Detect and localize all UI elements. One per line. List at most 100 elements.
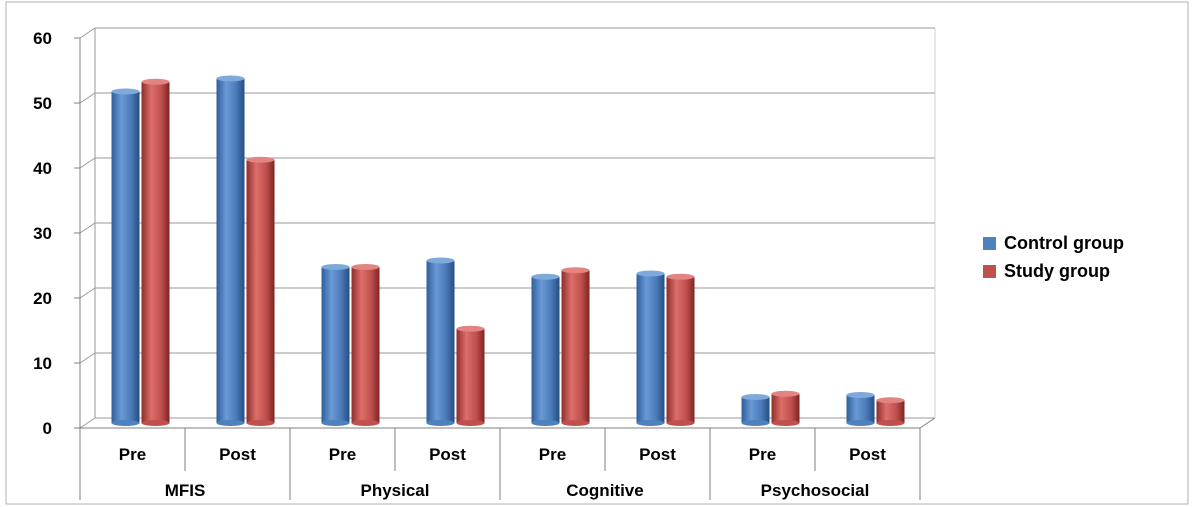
bar-top — [321, 264, 350, 270]
x-axis: Pre Post Pre Post Pre Post Pre Post MFIS Physical… — [79, 428, 921, 500]
chart-border — [5, 1, 1189, 505]
bar-base — [666, 420, 695, 426]
bar-base — [216, 420, 245, 426]
legend-label-control: Control group — [1004, 233, 1124, 253]
bar-top — [531, 273, 560, 280]
bar-body — [741, 397, 770, 423]
bar-body — [666, 276, 695, 423]
bar-top — [846, 392, 875, 399]
bar-control — [321, 264, 350, 426]
bar-control — [636, 270, 665, 426]
bar-top — [246, 156, 275, 163]
bar-base — [771, 420, 800, 426]
y-tick-label: 20 — [33, 289, 52, 308]
bar-top — [636, 270, 665, 277]
x-tick-label: Post — [639, 445, 676, 464]
bar-control — [426, 257, 455, 426]
y-axis: 0 10 20 30 40 50 60 — [33, 28, 96, 438]
bar-body — [351, 267, 380, 423]
x-group-label: Physical — [361, 481, 430, 500]
y-tick-label: 60 — [33, 29, 52, 48]
bar-body — [141, 81, 170, 423]
x-group-label: Psychosocial — [761, 481, 870, 500]
gridline-side — [79, 222, 96, 234]
bars — [111, 75, 905, 426]
bar-base — [351, 420, 380, 426]
bar-base — [636, 420, 665, 426]
bar-base — [876, 420, 905, 426]
gridline-side — [79, 352, 96, 364]
bar-body — [246, 159, 275, 423]
bar-top — [141, 78, 170, 85]
bar-base — [141, 420, 170, 426]
bar-control — [111, 88, 140, 426]
bar-top — [216, 75, 245, 82]
x-tick-label: Post — [429, 445, 466, 464]
bar-top — [771, 390, 800, 397]
x-group-label: MFIS — [165, 481, 206, 500]
bar-top — [426, 257, 455, 264]
bar-body — [321, 267, 350, 423]
bar-study — [141, 78, 170, 426]
bar-base — [741, 420, 770, 426]
bar-study — [456, 325, 485, 426]
bar-base — [111, 420, 140, 426]
bar-control — [741, 394, 770, 426]
bar-study — [876, 397, 905, 426]
legend-swatch-control — [983, 237, 996, 250]
bar-top — [876, 397, 905, 404]
gridline-side — [79, 27, 96, 39]
legend-label-study: Study group — [1004, 261, 1110, 281]
x-tick-label: Pre — [119, 445, 146, 464]
gridline-side — [79, 157, 96, 169]
x-tick-label: Post — [849, 445, 886, 464]
legend-swatch-study — [983, 265, 996, 278]
bar-top — [741, 394, 770, 400]
bar-body — [426, 260, 455, 423]
bar-base — [531, 420, 560, 426]
bar-base — [561, 420, 590, 426]
gridline-side — [79, 92, 96, 104]
y-tick-label: 40 — [33, 159, 52, 178]
bar-body — [846, 395, 875, 423]
bar-base — [246, 420, 275, 426]
x-group-label: Cognitive — [566, 481, 643, 500]
bar-body — [771, 393, 800, 423]
bar-base — [426, 420, 455, 426]
bar-study — [771, 390, 800, 426]
bar-study — [351, 264, 380, 426]
bar-study — [246, 156, 275, 426]
bar-study — [561, 267, 590, 426]
legend: Control group Study group — [983, 233, 1124, 281]
bar-body — [561, 270, 590, 423]
bar-control — [846, 392, 875, 426]
x-tick-label: Pre — [749, 445, 776, 464]
bar-base — [321, 420, 350, 426]
gridline-side — [79, 417, 96, 429]
bar-base — [456, 420, 485, 426]
grid-lines — [79, 27, 936, 429]
bar-body — [456, 328, 485, 423]
gridline-side — [79, 287, 96, 299]
y-tick-label: 10 — [33, 354, 52, 373]
bar-top — [111, 88, 140, 95]
x-tick-label: Pre — [329, 445, 356, 464]
floor-right-edge — [919, 417, 936, 429]
bar-body — [111, 91, 140, 423]
bar-top — [666, 273, 695, 280]
bar-body — [216, 78, 245, 423]
bar-study — [666, 273, 695, 426]
x-tick-label: Post — [219, 445, 256, 464]
bar-base — [846, 420, 875, 426]
bar-control — [216, 75, 245, 426]
bar-body — [636, 273, 665, 423]
y-tick-label: 50 — [33, 94, 52, 113]
x-tick-label: Pre — [539, 445, 566, 464]
bar-top — [561, 267, 590, 274]
bar-body — [876, 400, 905, 423]
bar-top — [351, 264, 380, 270]
bar-control — [531, 273, 560, 426]
bar-body — [531, 276, 560, 423]
bar-top — [456, 325, 485, 332]
